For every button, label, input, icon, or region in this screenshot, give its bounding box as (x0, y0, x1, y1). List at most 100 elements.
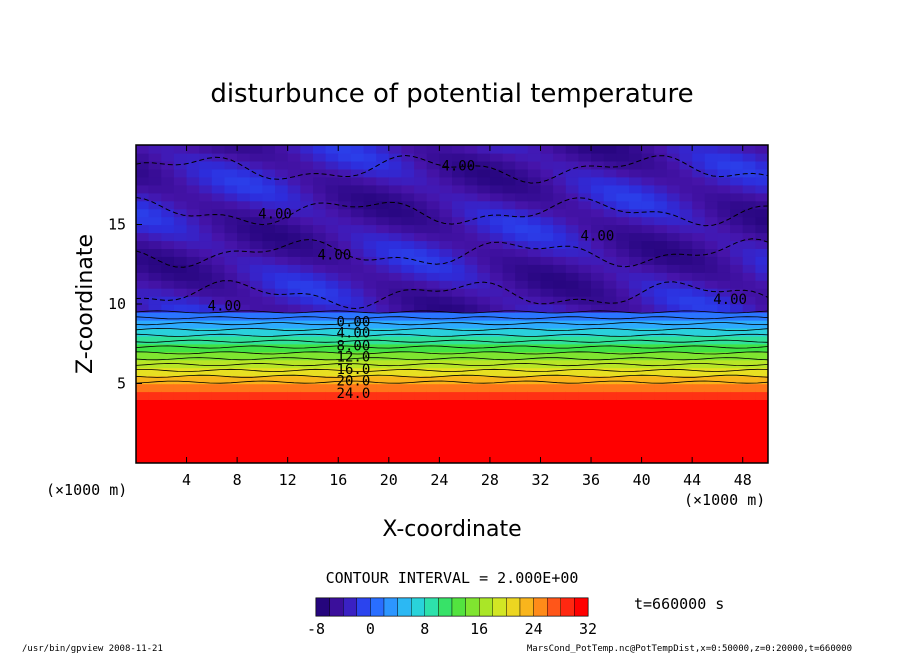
heatmap-cell (666, 296, 681, 305)
heatmap-cell (136, 447, 150, 456)
heatmap-cell (742, 335, 756, 345)
heatmap-cell (515, 335, 529, 345)
heatmap-cell (426, 399, 440, 408)
heatmap-cell (376, 359, 390, 369)
heatmap-cell (338, 415, 352, 424)
heatmap-cell (464, 208, 478, 218)
heatmap-cell (224, 248, 238, 257)
heatmap-cell (730, 216, 744, 226)
heatmap-cell (489, 280, 504, 289)
heatmap-cell (376, 240, 390, 249)
heatmap-cell (641, 375, 655, 385)
heatmap-cell (287, 415, 301, 424)
heatmap-cell (313, 208, 327, 218)
heatmap-cell (616, 272, 630, 281)
heatmap-cell (199, 264, 213, 273)
colorbar-swatch (492, 597, 507, 617)
heatmap-cell (426, 415, 440, 424)
heatmap-cell (591, 208, 605, 218)
heatmap-cell (477, 327, 491, 337)
heatmap-cell (578, 375, 592, 385)
heatmap-cell (553, 391, 567, 400)
heatmap-cell (616, 224, 630, 234)
heatmap-cell (704, 343, 718, 353)
heatmap-cell (199, 439, 213, 448)
heatmap-cell (527, 240, 541, 249)
heatmap-cell (388, 208, 402, 218)
heatmap-cell (414, 383, 428, 393)
heatmap-cell (666, 264, 681, 273)
heatmap-cell (401, 407, 415, 416)
heatmap-cell (641, 439, 655, 448)
heatmap-cell (148, 168, 162, 178)
heatmap-cell (515, 304, 529, 313)
heatmap-cell (338, 455, 352, 463)
heatmap-cell (414, 343, 428, 353)
heatmap-cell (376, 232, 390, 242)
heatmap-cell (603, 208, 617, 218)
heatmap-cell (452, 391, 466, 400)
heatmap-cell (388, 145, 402, 154)
heatmap-cell (629, 168, 643, 178)
heatmap-cell (262, 455, 276, 463)
heatmap-cell (553, 423, 567, 432)
heatmap-cell (224, 439, 238, 448)
x-axis: 4 8 12 16 20 24 28 32 36 40 44 48 (182, 145, 752, 489)
heatmap-cell (553, 335, 567, 345)
heatmap-cell (666, 160, 681, 170)
heatmap-cell (211, 200, 225, 210)
heatmap-cell (186, 272, 200, 281)
heatmap-cell (553, 319, 567, 329)
heatmap-cell (237, 248, 251, 257)
heatmap-cell (489, 455, 504, 463)
heatmap-cell (565, 359, 579, 369)
heatmap-cell (641, 232, 655, 242)
heatmap-cell (717, 216, 731, 226)
heatmap-cell (388, 152, 402, 162)
heatmap-cell (300, 232, 314, 242)
heatmap-cell (249, 224, 263, 234)
heatmap-cell (654, 240, 668, 249)
heatmap-cell (426, 327, 440, 337)
contour-label: 4.00 (581, 229, 615, 245)
heatmap-cell (629, 359, 643, 369)
heatmap-cell (603, 439, 617, 448)
heatmap-cell (249, 351, 263, 361)
heatmap-cell (704, 240, 718, 249)
heatmap-cell (173, 455, 188, 463)
colorbar-tick-label: 32 (579, 620, 597, 638)
heatmap-cell (742, 296, 756, 305)
heatmap-cell (755, 264, 768, 273)
heatmap-cell (464, 319, 478, 329)
heatmap-cell (237, 184, 251, 194)
heatmap-cell (439, 232, 453, 242)
heatmap-cell (249, 152, 263, 162)
heatmap-cell (452, 399, 466, 408)
heatmap-cell (540, 280, 554, 289)
contour-line (136, 310, 768, 314)
heatmap-cell (401, 375, 415, 385)
heatmap-cell (249, 439, 263, 448)
heatmap-cell (313, 264, 327, 273)
heatmap-cell (161, 367, 175, 377)
heatmap-cell (717, 455, 731, 463)
heatmap-cell (414, 200, 428, 210)
heatmap-cell (300, 407, 314, 416)
heatmap-cell (300, 168, 314, 178)
heatmap-cell (426, 280, 440, 289)
heatmap-cell (515, 383, 529, 393)
heatmap-cell (553, 272, 567, 281)
heatmap-cell (666, 391, 681, 400)
heatmap-cell (439, 335, 453, 345)
heatmap-cell (489, 248, 504, 257)
heatmap-cell (527, 455, 541, 463)
heatmap-cell (666, 312, 681, 321)
heatmap-cell (325, 152, 339, 162)
heatmap-cell (199, 319, 213, 329)
heatmap-cell (414, 399, 428, 408)
heatmap-cell (692, 288, 706, 297)
heatmap-cell (325, 391, 339, 400)
heatmap-cell (616, 423, 630, 432)
heatmap-cell (426, 375, 440, 385)
